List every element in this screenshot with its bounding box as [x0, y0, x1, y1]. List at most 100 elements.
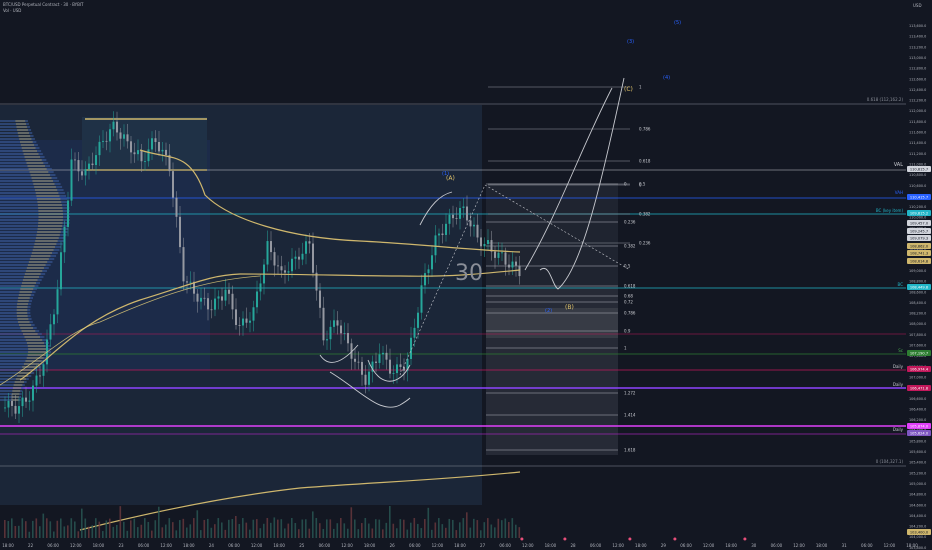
- vp-bar-up: [37, 204, 62, 206]
- price-tick: 112,800.0: [909, 67, 926, 71]
- price-tick: 104,000.0: [909, 535, 926, 539]
- vp-bar-up: [21, 147, 36, 149]
- price-tick: 105,000.0: [909, 482, 926, 486]
- price-tick: 113,200.0: [909, 45, 926, 49]
- fib-right-label: 0: [639, 183, 642, 188]
- volume-bar: [63, 526, 66, 538]
- event-marker[interactable]: ●: [743, 536, 747, 541]
- vp-bar: [0, 324, 35, 326]
- candle-body: [291, 258, 293, 272]
- candle-body: [438, 233, 440, 236]
- price-tick: 106,600.0: [909, 397, 926, 401]
- candle-body: [14, 405, 17, 414]
- volume-bar: [403, 519, 405, 538]
- volume-bar: [312, 511, 314, 538]
- price-badge: [907, 250, 931, 256]
- wave-3-label: (3): [627, 39, 634, 45]
- volume-bar: [39, 526, 41, 538]
- volume-bar: [504, 518, 507, 538]
- vp-bar: [0, 231, 68, 233]
- price-tick: 104,600.0: [909, 503, 926, 507]
- price-badge: [907, 423, 931, 429]
- price-badge: [907, 258, 931, 264]
- price-badge-text: 106,471.8: [910, 386, 929, 390]
- candle-body: [459, 207, 461, 219]
- candle-body: [375, 361, 377, 363]
- candles: [4, 111, 521, 424]
- time-tick: 18:00: [93, 543, 105, 548]
- candle-body: [186, 281, 188, 283]
- vp-bar-up: [21, 330, 36, 332]
- vp-bar: [0, 183, 61, 185]
- volume-bar: [207, 518, 209, 538]
- volume-bar: [32, 520, 34, 538]
- price-tick: 113,600.0: [909, 24, 926, 28]
- price-tick: 110,000.0: [909, 216, 926, 220]
- time-axis-panel[interactable]: [0, 538, 932, 550]
- bc-label: BC: [898, 282, 904, 287]
- volume-bar: [88, 526, 90, 538]
- vp-bar-up: [11, 393, 20, 395]
- time-tick: 06:00: [771, 543, 783, 548]
- time-tick: 12:00: [793, 543, 805, 548]
- vp-bar-up: [37, 228, 62, 230]
- vp-bar-up: [38, 222, 63, 224]
- event-marker[interactable]: ●: [628, 536, 632, 541]
- vp-bar: [0, 243, 63, 245]
- candle-body: [361, 361, 363, 375]
- volume-bar: [116, 524, 118, 538]
- event-marker[interactable]: ●: [520, 536, 524, 541]
- vp-bar: [0, 267, 49, 269]
- volume-bar: [231, 519, 234, 538]
- volume-bar: [315, 518, 318, 538]
- vp-bar: [0, 354, 51, 356]
- event-marker[interactable]: ●: [673, 536, 677, 541]
- volume-bar: [77, 531, 80, 538]
- price-badge: [907, 385, 931, 391]
- volume-bar: [497, 518, 500, 538]
- sc-label: Sc: [898, 348, 903, 353]
- candle-body: [410, 337, 412, 359]
- volume-bar: [308, 528, 311, 538]
- volume-bar: [49, 521, 52, 538]
- time-tick: 25: [299, 543, 305, 548]
- vp-bar: [0, 357, 49, 359]
- vp-bar: [0, 303, 32, 305]
- candle-body: [224, 289, 227, 301]
- volume-bar: [420, 528, 423, 538]
- price-tick: 110,200.0: [909, 205, 926, 209]
- vp-bar-up: [23, 276, 40, 278]
- price-tick: 108,000.0: [909, 322, 926, 326]
- volume-bar: [459, 522, 461, 538]
- fib-left-label: 0.618: [624, 284, 636, 289]
- price-badge-text: 106,974.4: [910, 367, 929, 371]
- candle-body: [154, 138, 157, 142]
- inverse-hs-curve-mid: [367, 359, 411, 382]
- price-tick: 110,600.0: [909, 184, 926, 188]
- fib-left-label: 0: [624, 182, 627, 187]
- volume-bar: [200, 530, 202, 538]
- candle-body: [256, 291, 258, 308]
- price-axis-panel[interactable]: [906, 0, 932, 538]
- time-tick: 18:00: [545, 543, 557, 548]
- candle-body: [298, 256, 300, 260]
- fib-left-label: 0.786: [624, 311, 636, 316]
- candle-body: [161, 149, 164, 152]
- vp-bar-up: [25, 339, 43, 341]
- candle-body: [473, 224, 475, 227]
- price-tick: 113,000.0: [909, 56, 926, 60]
- event-marker[interactable]: ●: [563, 536, 567, 541]
- candle-body: [70, 159, 73, 201]
- vp-bar: [0, 222, 70, 224]
- candle-body: [448, 214, 451, 224]
- vp-bar: [0, 246, 62, 248]
- vp-bar-up: [28, 348, 47, 350]
- volume-bar: [424, 519, 426, 538]
- volume-bar: [518, 527, 521, 538]
- vp-bar: [0, 195, 67, 197]
- volume-bar: [84, 518, 87, 538]
- time-tick: 06:00: [861, 543, 873, 548]
- vp-bar: [0, 294, 35, 296]
- fib-left-label: 1.272: [624, 391, 636, 396]
